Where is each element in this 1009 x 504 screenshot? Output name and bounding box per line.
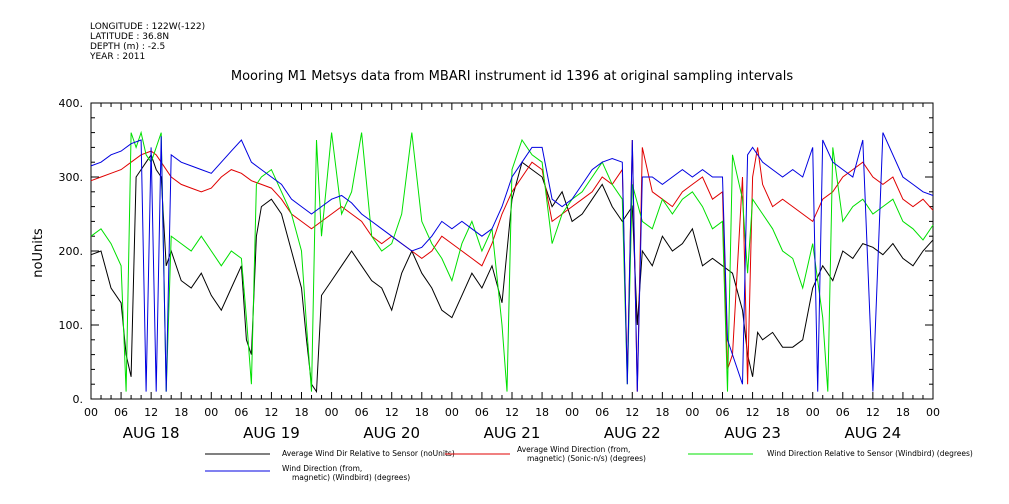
chart-title: Mooring M1 Metsys data from MBARI instru… [231,69,793,84]
y-tick-label: 400. [59,97,84,110]
legend-label-0: Average Wind Dir Relative to Sensor (noU… [282,449,455,458]
x-tick-label: 12 [385,406,399,419]
x-tick-label: 18 [415,406,429,419]
x-tick-label: 12 [144,406,158,419]
plot-frame [90,102,934,400]
metadata-block: LONGITUDE : 122W(-122) LATITUDE : 36.8N … [90,22,205,62]
legend: Average Wind Dir Relative to Sensor (noU… [205,445,973,482]
y-tick-label: 100. [59,319,84,332]
x-tick-label: 06 [355,406,369,419]
day-label: AUG 19 [243,424,300,442]
series-line-2 [90,130,934,392]
day-label: AUG 21 [484,424,541,442]
x-tick-label: 06 [475,406,489,419]
x-tick-label: 12 [866,406,880,419]
y-axis: 0. 100. 200. 300. 400. [59,97,933,406]
series-line-0 [90,153,934,394]
x-tick-label: 00 [926,406,940,419]
x-axis: 00 06 12 18 00 06 12 18 00 06 12 18 00 06 12 18 00 06 12 18… [84,103,940,442]
day-label: AUG 24 [844,424,901,442]
x-tick-label: 12 [625,406,639,419]
x-tick-label: 00 [685,406,699,419]
legend-label-1: Average Wind Direction (from, [517,445,630,454]
legend-label-3: Wind Direction (from, [282,464,362,473]
x-tick-label: 12 [264,406,278,419]
x-tick-label: 18 [174,406,188,419]
series-line-1 [90,139,934,392]
x-tick-label: 06 [234,406,248,419]
plot-border [90,102,934,400]
day-label: AUG 23 [724,424,781,442]
x-tick-label: 06 [836,406,850,419]
x-tick-label: 18 [776,406,790,419]
x-tick-label: 00 [565,406,579,419]
x-tick-label: 18 [655,406,669,419]
y-tick-label: 0. [73,393,84,406]
x-tick-label: 00 [204,406,218,419]
series-line-3 [90,132,934,392]
x-tick-label: 12 [746,406,760,419]
legend-label-3: magnetic) (Windbird) (degrees) [292,473,410,482]
day-label: AUG 18 [123,424,180,442]
x-tick-label: 00 [445,406,459,419]
y-axis-title: noUnits [31,228,46,278]
x-tick-label: 06 [114,406,128,419]
day-label: AUG 20 [363,424,420,442]
legend-label-2: Wind Direction Relative to Sensor (Windb… [767,449,973,458]
x-tick-label: 06 [595,406,609,419]
year-label: YEAR : 2011 [90,52,146,62]
x-tick-label: 00 [325,406,339,419]
x-tick-label: 18 [535,406,549,419]
latitude-label: LATITUDE : 36.8N [90,32,170,42]
x-tick-label: 00 [84,406,98,419]
x-tick-label: 12 [505,406,519,419]
day-label: AUG 22 [604,424,661,442]
y-tick-label: 300. [59,171,84,184]
x-tick-label: 18 [295,406,309,419]
depth-label: DEPTH (m) : -2.5 [90,42,166,52]
x-tick-label: 06 [716,406,730,419]
legend-label-1: magnetic) (Sonic-n/s) (degrees) [527,454,646,463]
series-group [90,130,934,394]
x-tick-label: 00 [806,406,820,419]
y-tick-label: 200. [59,245,84,258]
longitude-label: LONGITUDE : 122W(-122) [90,22,206,32]
x-tick-label: 18 [896,406,910,419]
